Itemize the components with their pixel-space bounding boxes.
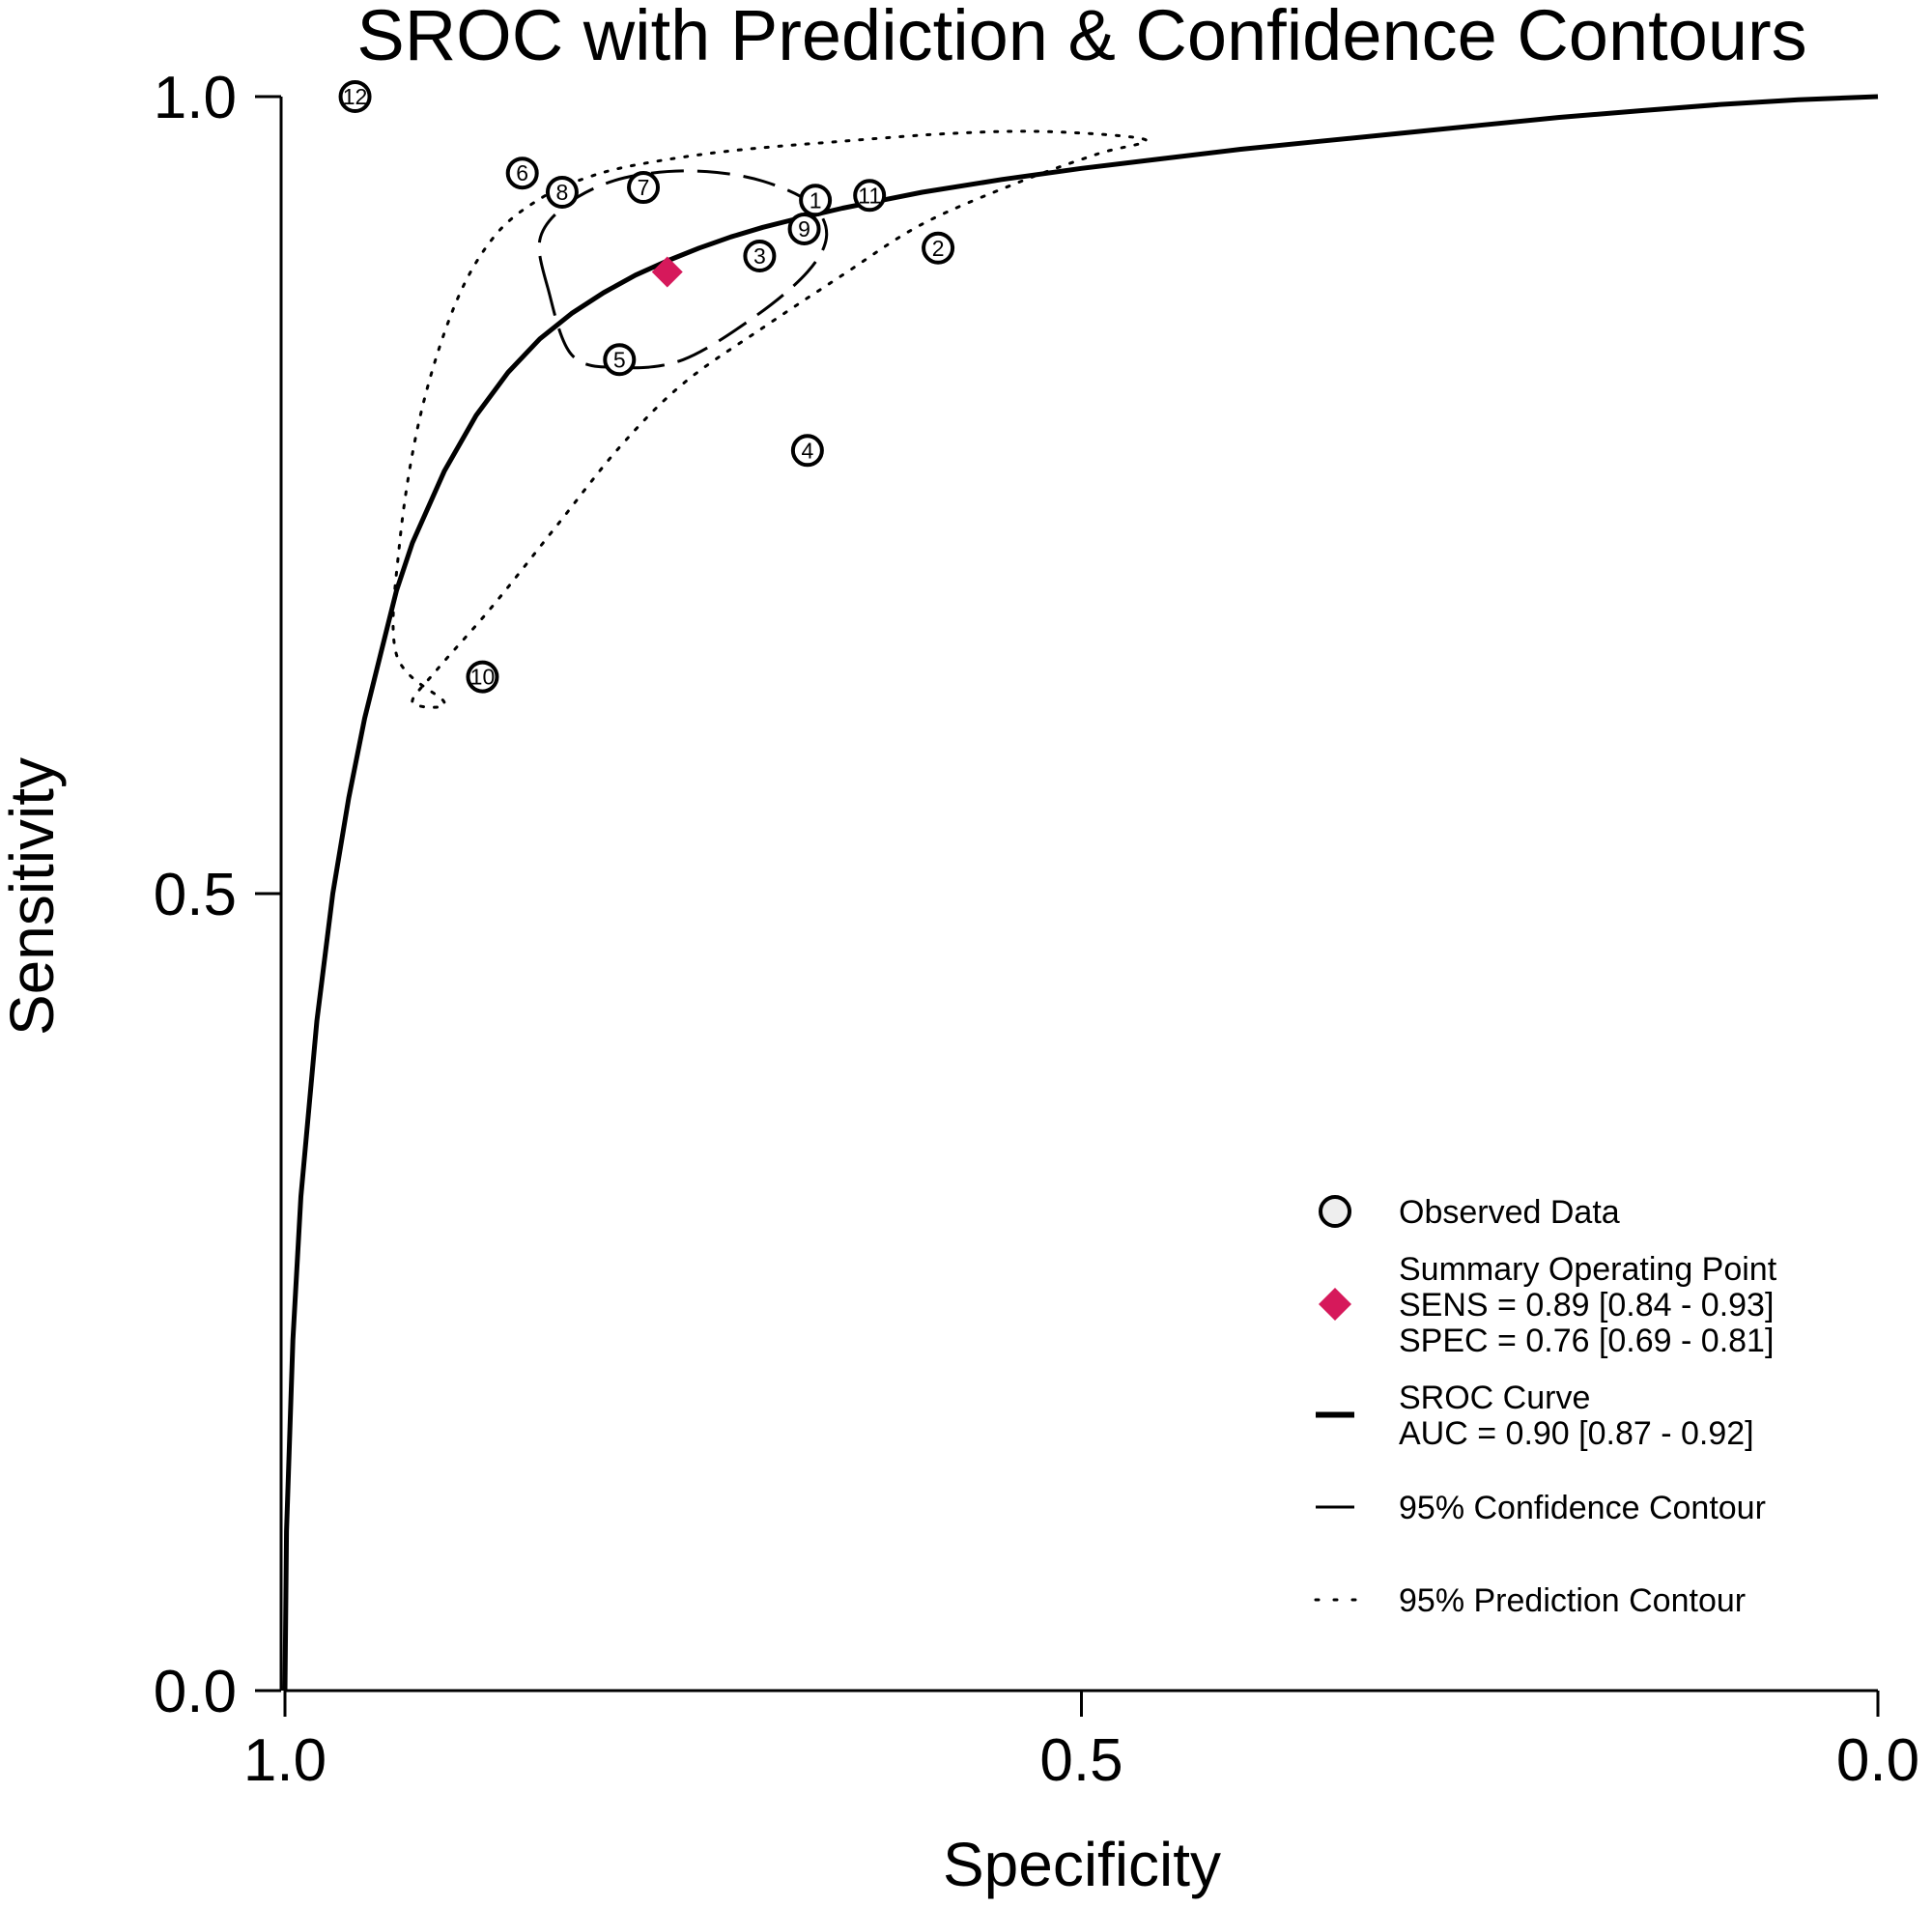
legend-summary-text: SPEC = 0.76 [0.69 - 0.81] [1399, 1323, 1774, 1359]
y-tick-label: 0.5 [154, 862, 237, 928]
sroc-curve [282, 94, 1879, 1692]
observed-point-label: 2 [932, 236, 945, 261]
x-tick-label: 0.5 [1039, 1727, 1122, 1794]
observed-point-label: 4 [801, 438, 813, 463]
observed-point-6: 6 [505, 157, 539, 190]
chart-title: SROC with Prediction & Confidence Contou… [356, 0, 1806, 75]
observed-point-4: 4 [790, 434, 824, 468]
observed-point-label: 1 [810, 187, 822, 213]
observed-point-label: 9 [798, 216, 810, 242]
legend-confidence: 95% Confidence Contour [1316, 1490, 1766, 1526]
summary-operating-point [651, 256, 683, 288]
y-tick-label: 1.0 [154, 65, 237, 131]
prediction-contour [391, 129, 1149, 709]
y-tick-label: 0.0 [154, 1659, 237, 1725]
observed-point-label: 7 [638, 175, 650, 200]
observed-point-2: 2 [922, 231, 955, 265]
observed-point-8: 8 [545, 176, 579, 209]
confidence-contour [537, 169, 829, 370]
x-tick-label: 0.0 [1836, 1727, 1919, 1794]
observed-point-label: 10 [470, 665, 496, 690]
legend-prediction-text: 95% Prediction Contour [1399, 1582, 1746, 1619]
legend-observed-text: Observed Data [1399, 1194, 1620, 1231]
observed-point-7: 7 [627, 171, 661, 205]
x-axis-title: Specificity [943, 1830, 1221, 1899]
observed-point-label: 5 [613, 347, 626, 372]
legend-sroc-text: AUC = 0.90 [0.87 - 0.92] [1399, 1415, 1754, 1452]
legend-observed: Observed Data [1319, 1194, 1620, 1231]
observed-point-10: 10 [466, 660, 499, 694]
legend-confidence-text: 95% Confidence Contour [1399, 1490, 1766, 1526]
observed-point-label: 11 [858, 183, 881, 208]
legend-prediction: 95% Prediction Contour [1314, 1582, 1746, 1619]
observed-point-label: 8 [556, 180, 569, 205]
legend-summary-text: Summary Operating Point [1399, 1251, 1777, 1288]
observed-point-1: 1 [799, 184, 833, 217]
legend-sroc-text: SROC Curve [1399, 1380, 1590, 1416]
observed-point-5: 5 [603, 343, 637, 377]
observed-point-3: 3 [743, 240, 777, 272]
legend: Observed Data Summary Operating PointSENS… [1314, 1194, 1777, 1619]
x-tick-label: 1.0 [243, 1727, 327, 1794]
legend-summary-text: SENS = 0.89 [0.84 - 0.93] [1399, 1287, 1774, 1324]
y-axis-title: Sensitivity [0, 757, 67, 1036]
legend-observed-symbol [1319, 1195, 1351, 1228]
observed-point-11: 11 [853, 179, 887, 213]
observed-point-label: 3 [753, 243, 766, 269]
observed-point-label: 6 [516, 160, 528, 185]
observed-point-label: 12 [343, 84, 368, 109]
observed-point-9: 9 [787, 212, 821, 245]
legend-summary-symbol [1319, 1288, 1351, 1321]
observed-point-12: 12 [338, 80, 372, 113]
